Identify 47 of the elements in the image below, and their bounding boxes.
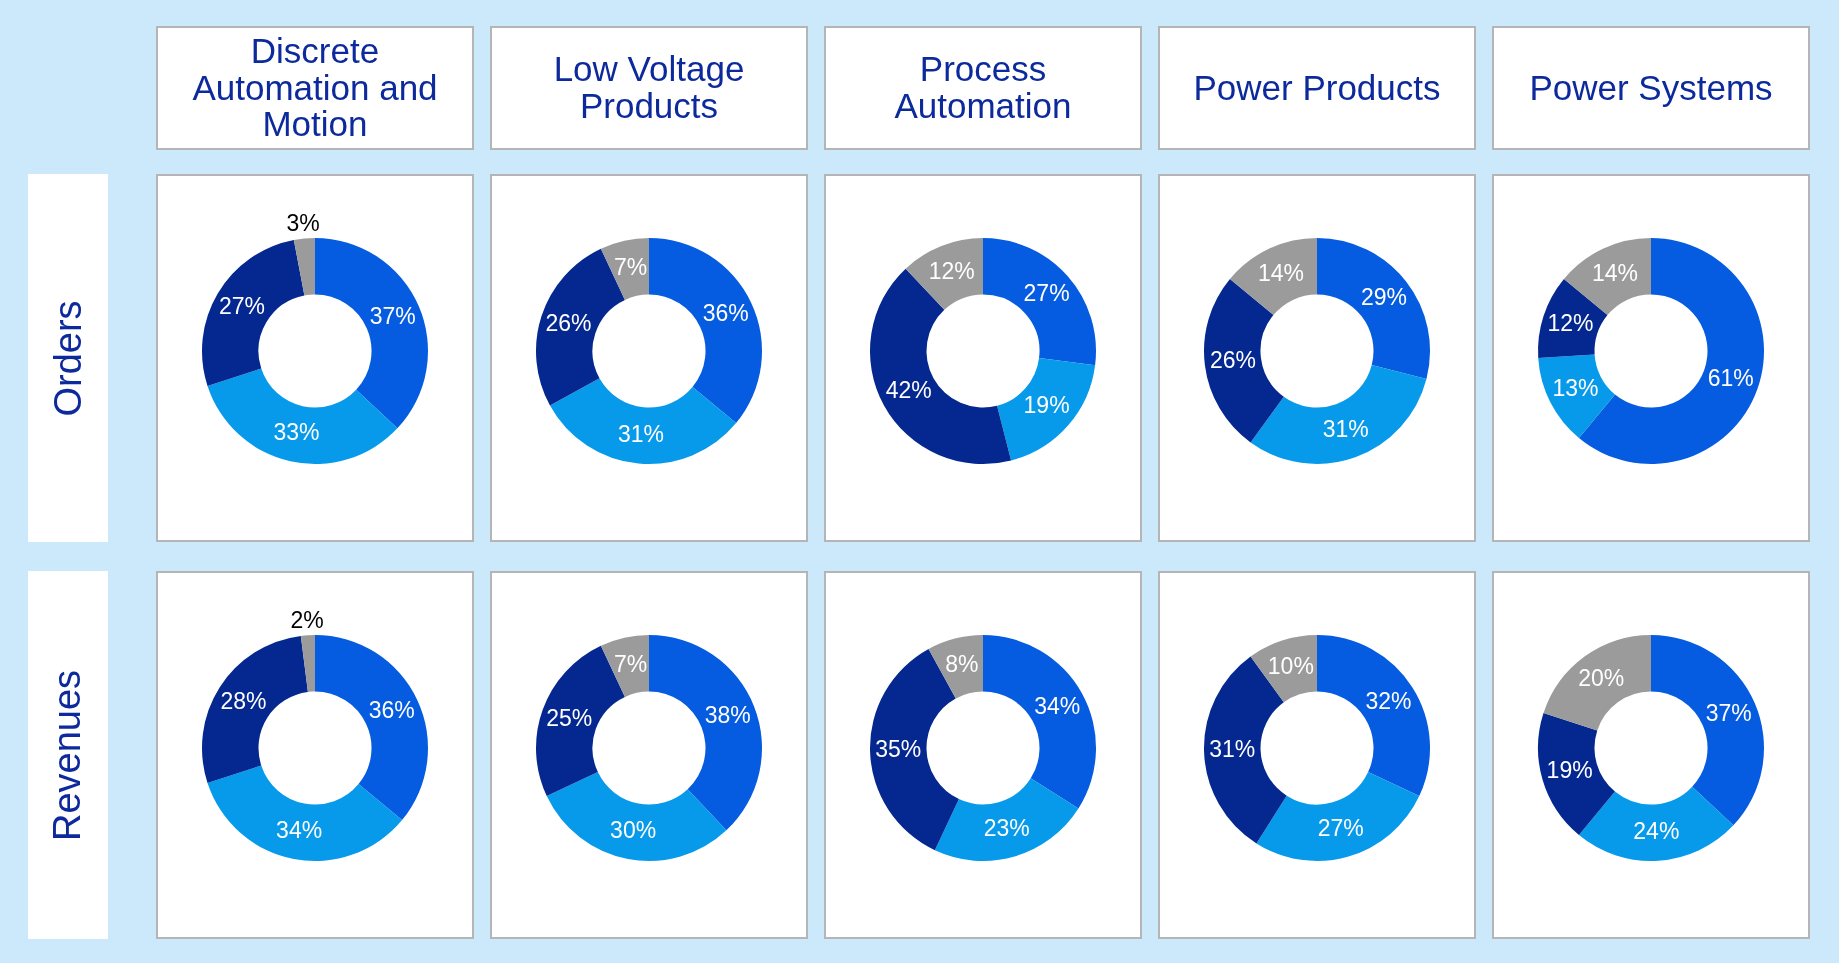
data-label: 30% [610, 816, 657, 843]
data-label: 8% [945, 651, 979, 678]
text: Revenues [46, 669, 90, 841]
data-label: 36% [702, 300, 749, 327]
data-label: 32% [1365, 687, 1412, 714]
data-label: 34% [1034, 692, 1081, 719]
data-label: 33% [273, 419, 320, 446]
data-label: 14% [1591, 259, 1638, 286]
text: Orders [46, 299, 90, 417]
data-label: 12% [1547, 310, 1594, 337]
chart-title: Discrete Automation and Motion [156, 26, 474, 150]
data-label: 24% [1633, 817, 1680, 844]
data-label: 7% [613, 253, 648, 280]
data-label: 23% [983, 814, 1030, 841]
data-label: 27% [1023, 280, 1070, 307]
data-label: 37% [369, 302, 416, 329]
data-label: 2% [290, 606, 324, 633]
data-label: 34% [276, 816, 323, 843]
data-label: 25% [546, 704, 593, 731]
data-label: 27% [1317, 814, 1364, 841]
data-label: 38% [704, 702, 751, 729]
data-label: 61% [1707, 365, 1754, 392]
data-label: 19% [1023, 392, 1070, 419]
data-label: 31% [618, 420, 665, 447]
data-label: 3% [286, 209, 320, 236]
data-label: 26% [545, 310, 592, 337]
data-label: 37% [1705, 699, 1752, 726]
data-label: 29% [1360, 284, 1407, 311]
data-label: 31% [1209, 736, 1256, 763]
data-label: 35% [875, 736, 922, 763]
chart-title: Process Automation [824, 26, 1142, 150]
data-label: 13% [1552, 374, 1599, 401]
chart-title: Power Products [1158, 26, 1476, 150]
data-label: 36% [368, 697, 415, 724]
chart-title: Power Systems [1492, 26, 1810, 150]
data-label: 19% [1546, 756, 1593, 783]
data-label: 31% [1322, 416, 1369, 443]
data-label: 10% [1267, 652, 1314, 679]
data-label: 42% [885, 377, 932, 404]
chart-title: Low Voltage Products [490, 26, 808, 150]
data-label: 14% [1257, 259, 1304, 286]
data-label: 26% [1209, 346, 1256, 373]
data-label: 7% [613, 650, 648, 677]
data-label: 28% [220, 687, 267, 714]
data-label: 27% [219, 293, 266, 320]
data-label: 12% [928, 257, 975, 284]
data-label: 20% [1578, 664, 1625, 691]
